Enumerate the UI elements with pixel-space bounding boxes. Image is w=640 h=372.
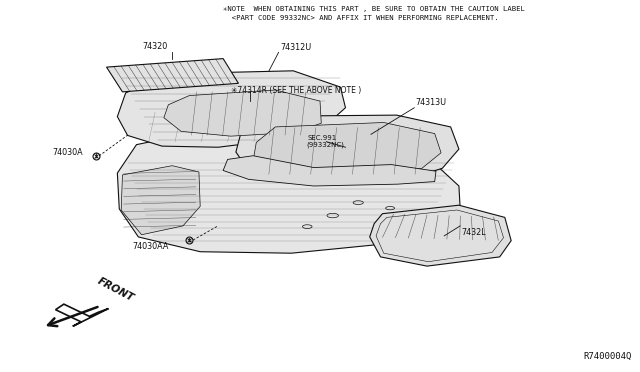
Text: 74030AA: 74030AA (132, 243, 168, 251)
Text: (99332NC): (99332NC) (306, 141, 344, 148)
Text: FRONT: FRONT (96, 276, 136, 303)
Text: 74313U: 74313U (415, 97, 447, 107)
Polygon shape (117, 71, 346, 147)
Polygon shape (121, 166, 200, 235)
Text: 7432L: 7432L (461, 228, 486, 237)
Polygon shape (236, 115, 459, 184)
Text: 74030A: 74030A (52, 148, 83, 157)
Text: R7400004Q: R7400004Q (584, 352, 632, 361)
Polygon shape (253, 122, 441, 177)
Polygon shape (117, 135, 460, 253)
Text: SEC.991: SEC.991 (307, 135, 337, 141)
Polygon shape (106, 59, 239, 92)
Text: <PART CODE 99332NC> AND AFFIX IT WHEN PERFORMING REPLACEMENT.: <PART CODE 99332NC> AND AFFIX IT WHEN PE… (223, 15, 499, 21)
Text: ✳74314R (SEE THE ABOVE NOTE ): ✳74314R (SEE THE ABOVE NOTE ) (231, 86, 361, 94)
Polygon shape (370, 205, 511, 266)
Text: 74320: 74320 (143, 42, 168, 51)
Polygon shape (164, 90, 321, 136)
Polygon shape (223, 156, 436, 186)
Text: ✳NOTE  WHEN OBTAINING THIS PART , BE SURE TO OBTAIN THE CAUTION LABEL: ✳NOTE WHEN OBTAINING THIS PART , BE SURE… (223, 6, 525, 12)
Text: 74312U: 74312U (280, 43, 312, 52)
